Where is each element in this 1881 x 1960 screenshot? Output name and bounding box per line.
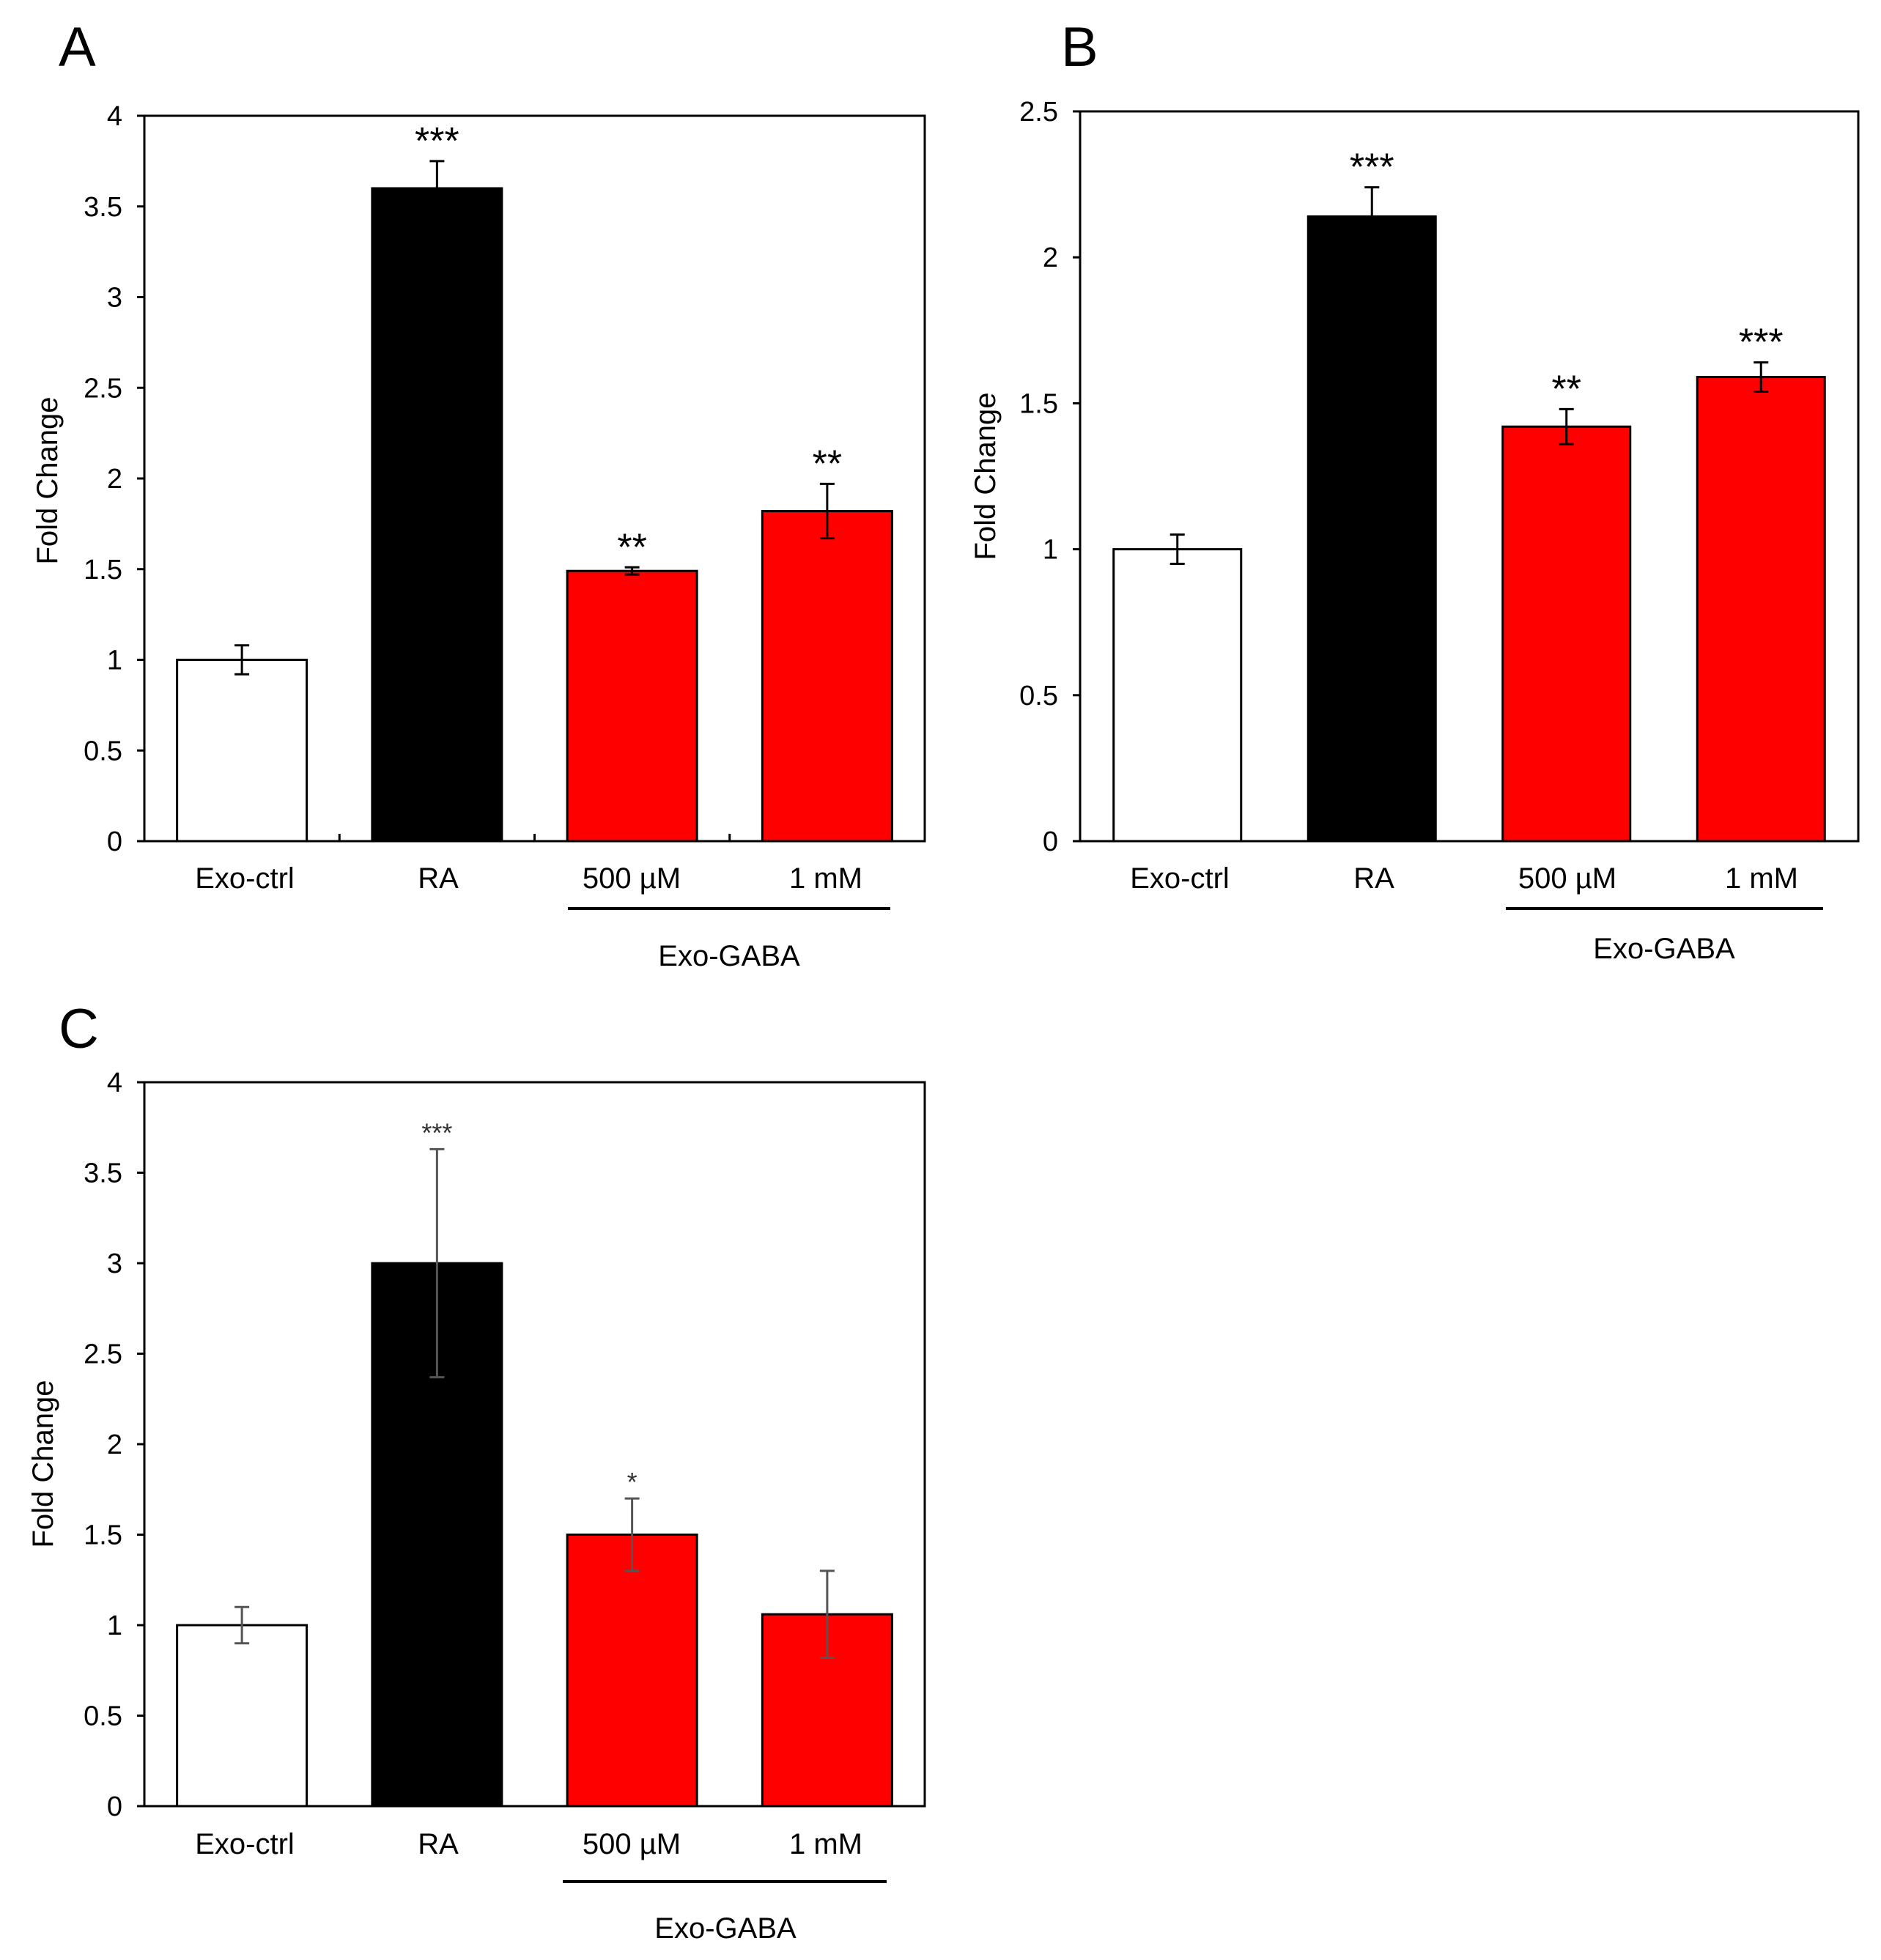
panel-a-yticks: 0 0.5 1 1.5 2 2.5 3 3.5 4 <box>84 101 144 857</box>
panel-a-category-labels: Exo-ctrl RA 500 µM 1 mM <box>195 862 862 895</box>
panel-a-ytick-label: 0.5 <box>84 736 122 766</box>
panel-a-cat-1mm: 1 mM <box>789 862 862 895</box>
panel-b-cat-1mm: 1 mM <box>1725 862 1798 895</box>
panel-a-bar <box>761 510 893 843</box>
panel-b-cat-500um: 500 µM <box>1518 862 1616 895</box>
panel-c-ylabel: Fold Change <box>27 1380 59 1547</box>
panel-a-bar <box>371 187 503 843</box>
panel-b-bar <box>1307 215 1437 843</box>
panel-a-bars: ******* <box>176 120 893 843</box>
panel-b-ytick-label: 2 <box>1043 243 1058 273</box>
panel-b-ytick-label: 1.5 <box>1019 388 1058 419</box>
panel-c: C Fold Change 00.511.522.533.54 **** Exo… <box>27 998 926 1945</box>
panel-c-ytick-label: 1 <box>107 1610 122 1641</box>
panel-c-ytick-label: 0.5 <box>84 1701 122 1732</box>
panel-c-cat-ra: RA <box>418 1828 459 1860</box>
panel-c-cat-1mm: 1 mM <box>789 1828 862 1860</box>
panel-b-bar <box>1112 548 1243 843</box>
panel-label-c: C <box>59 998 99 1060</box>
panel-a-ytick-label: 4 <box>107 101 122 132</box>
panel-b-bar <box>1501 425 1632 843</box>
panel-b-significance-mark: *** <box>1350 147 1394 189</box>
panel-b-yticks: 0 0.5 1 1.5 2 2.5 <box>1019 97 1080 857</box>
panel-b-bar <box>1696 376 1826 843</box>
panel-a-ytick-label: 3 <box>107 283 122 314</box>
panel-c-bar <box>176 1624 308 1808</box>
panel-a-ytick-label: 1.5 <box>84 555 122 585</box>
panel-b-cat-ra: RA <box>1353 862 1394 895</box>
panel-a-ytick-label: 0 <box>107 826 122 857</box>
panel-c-significance-mark: *** <box>421 1117 452 1147</box>
panel-c-bar <box>566 1534 698 1808</box>
panel-b-ytick-label: 0 <box>1043 826 1058 857</box>
panel-a-cat-500um: 500 µM <box>583 862 681 895</box>
panel-a-ytick-label: 2 <box>107 464 122 495</box>
panel-b-group-label: Exo-GABA <box>1593 933 1735 965</box>
panel-c-ytick-label: 2.5 <box>84 1339 122 1370</box>
panel-a-ytick-label: 3.5 <box>84 192 122 223</box>
panel-c-category-labels: Exo-ctrl RA 500 µM 1 mM <box>195 1828 862 1860</box>
panel-c-plot-frame <box>143 1081 926 1808</box>
panel-c-bars: **** <box>176 1117 893 1808</box>
panel-a: A Fold Change 00.511.522.533.54 ******* … <box>32 16 926 972</box>
panel-c-cat-500um: 500 µM <box>583 1828 681 1860</box>
panel-c-ytick-label: 0 <box>107 1791 122 1822</box>
panel-a-significance-mark: *** <box>415 120 459 163</box>
panel-a-bar <box>566 569 698 843</box>
panel-b-ylabel: Fold Change <box>969 392 1002 560</box>
panel-c-ytick-label: 1.5 <box>84 1520 122 1551</box>
panel-a-ytick-label: 1 <box>107 646 122 676</box>
panel-c-ytick-label: 2 <box>107 1430 122 1460</box>
panel-a-significance-mark: ** <box>813 443 842 485</box>
panel-b-cat-exo-ctrl: Exo-ctrl <box>1130 862 1230 895</box>
panel-a-cat-ra: RA <box>418 862 459 895</box>
panel-a-ytick-label: 2.5 <box>84 373 122 404</box>
panel-b-plot-frame <box>1079 110 1860 843</box>
panel-b-bars: ******** <box>1112 147 1826 843</box>
panel-a-significance-mark: ** <box>617 526 646 569</box>
panel-a-ylabel: Fold Change <box>32 396 64 564</box>
panel-a-group-label: Exo-GABA <box>658 940 800 972</box>
panel-b: B Fold Change 00.511.522.5 ******** Exo-… <box>969 16 1860 965</box>
panel-b-ytick-label: 1 <box>1043 535 1058 566</box>
panel-b-significance-mark: ** <box>1552 368 1581 410</box>
panel-c-group-label: Exo-GABA <box>654 1912 797 1945</box>
panel-c-ytick-label: 4 <box>107 1068 122 1098</box>
panel-a-plot-frame <box>143 114 926 843</box>
panel-c-yticks: 0 0.5 1 1.5 2 2.5 3 3.5 4 <box>84 1068 144 1822</box>
panel-b-ytick-label: 0.5 <box>1019 681 1058 711</box>
panel-c-ytick-label: 3.5 <box>84 1158 122 1189</box>
panel-b-category-labels: Exo-ctrl RA 500 µM 1 mM <box>1130 862 1798 895</box>
panel-a-cat-exo-ctrl: Exo-ctrl <box>195 862 295 895</box>
panel-c-ytick-label: 3 <box>107 1249 122 1279</box>
panel-b-significance-mark: *** <box>1739 322 1784 364</box>
panel-c-significance-mark: * <box>627 1467 638 1497</box>
panel-label-b: B <box>1061 16 1098 78</box>
panel-label-a: A <box>59 16 96 78</box>
panel-a-bar <box>176 659 308 843</box>
panel-b-ytick-label: 2.5 <box>1019 97 1058 127</box>
panel-c-cat-exo-ctrl: Exo-ctrl <box>195 1828 295 1860</box>
